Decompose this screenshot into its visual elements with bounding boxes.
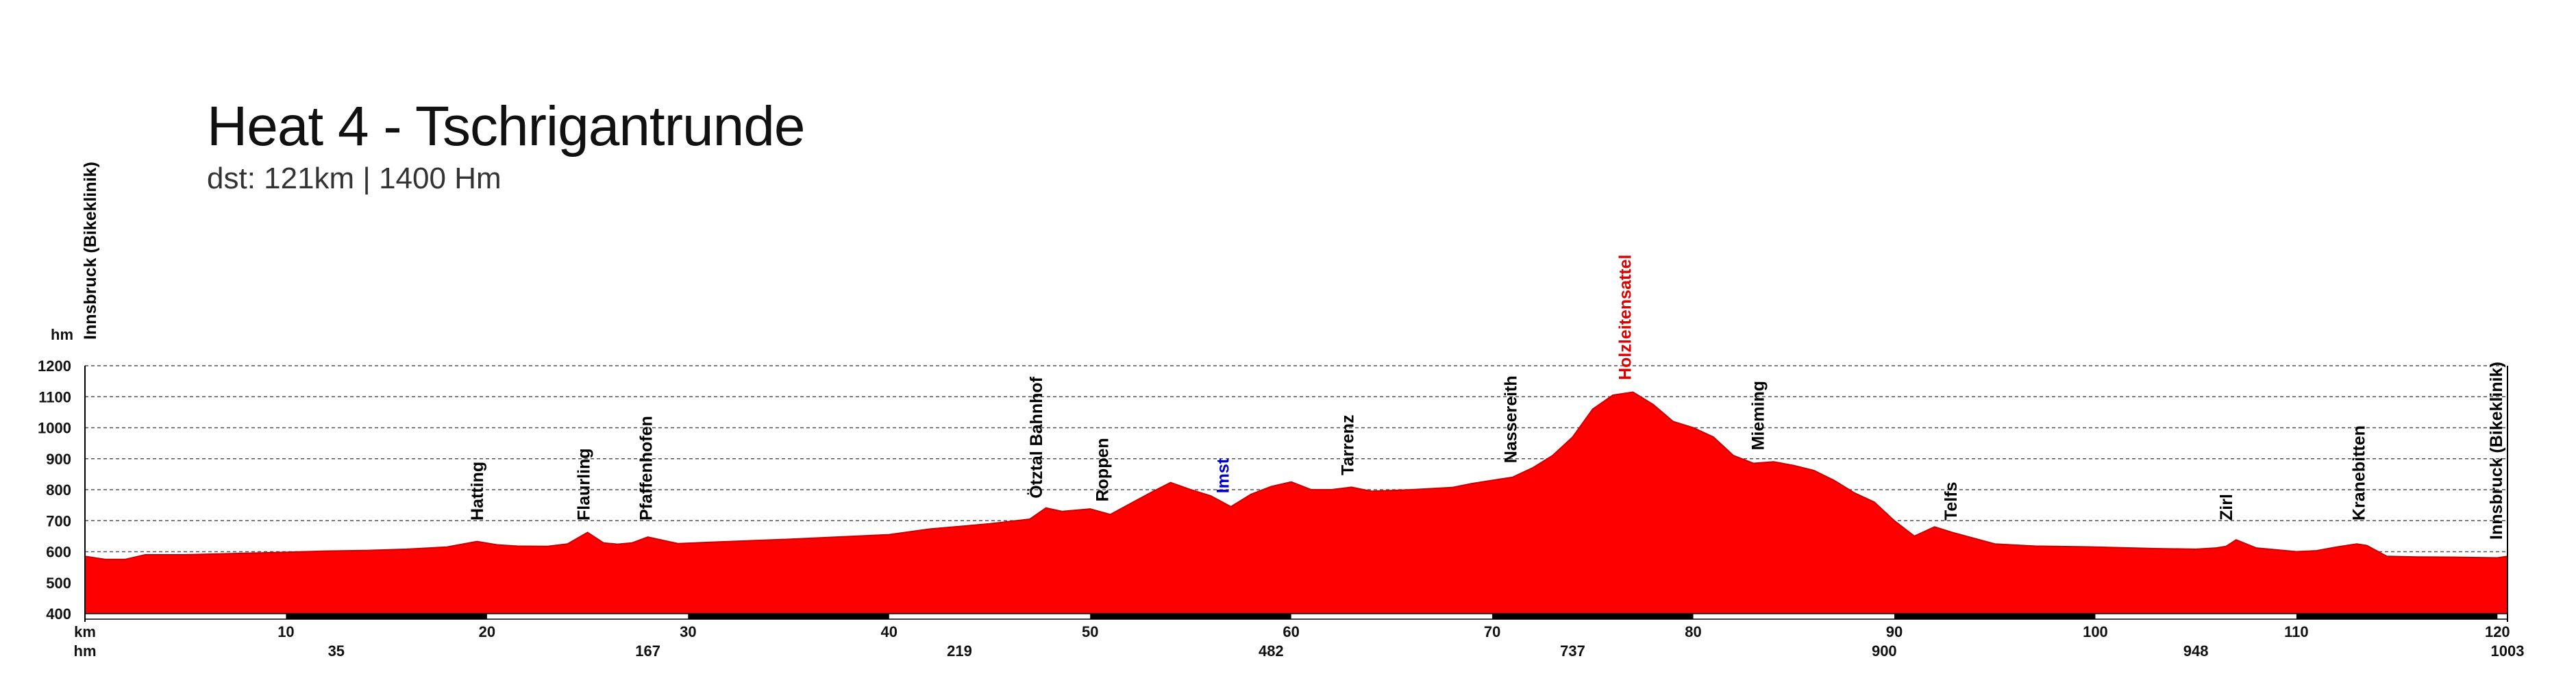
y-tick-label: 900 (46, 451, 71, 468)
y-tick-label: 1000 (38, 420, 71, 437)
gain-tick-label: 482 (1259, 642, 1284, 660)
x-axis-segment (1090, 614, 1291, 619)
y-tick-label: 600 (46, 544, 71, 561)
waypoint-label: Imst (1214, 458, 1233, 493)
waypoint-label: Zirl (2217, 494, 2236, 521)
y-tick-label: 400 (46, 605, 71, 623)
waypoint-label: Ötztal Bahnhof (1026, 376, 1046, 498)
x-axis-segment (688, 614, 889, 619)
x-tick-label: 120 (2485, 623, 2510, 640)
x-tick-label: 20 (479, 623, 495, 640)
x-axis-segment (2296, 614, 2498, 619)
gain-tick-label: 35 (328, 642, 345, 660)
waypoint-label: Flaurling (575, 448, 594, 521)
x-tick-label: 80 (1685, 623, 1701, 640)
waypoint-label: Roppen (1093, 438, 1113, 501)
waypoint-label: Nassereith (1501, 375, 1520, 463)
y-tick-label: 700 (46, 512, 71, 529)
gain-tick-label: 900 (1872, 642, 1897, 660)
x-tick-label: 60 (1283, 623, 1299, 640)
x-axis-segment (1894, 614, 2096, 619)
waypoint-label: Tarrenz (1339, 415, 1358, 475)
waypoint-label: Mieming (1748, 381, 1768, 450)
x-tick-label: 50 (1082, 623, 1098, 640)
x-axis-segment (1492, 614, 1694, 619)
x-tick-label: 110 (2284, 623, 2309, 640)
waypoint-label: Pfaffenhofen (637, 416, 656, 521)
x-tick-label: 70 (1484, 623, 1500, 640)
x-axis-label: km (74, 623, 96, 640)
x-tick-label: 100 (2083, 623, 2108, 640)
waypoint-label: Innsbruck (Bikeklinik) (2487, 362, 2506, 540)
waypoint-label: Kranebitten (2350, 425, 2369, 521)
waypoint-label: Hatting (468, 462, 487, 521)
gain-tick-label: 219 (947, 642, 972, 660)
y-tick-label: 1100 (38, 388, 71, 405)
y-tick-label: 800 (46, 481, 71, 499)
gain-axis-label: hm (74, 642, 97, 660)
x-tick-label: 90 (1886, 623, 1903, 640)
chart-subtitle: dst: 121km | 1400 Hm (207, 162, 501, 195)
waypoint-label: Telfs (1942, 482, 1961, 521)
gain-tick-label: 737 (1560, 642, 1585, 660)
x-tick-label: 10 (277, 623, 294, 640)
waypoint-label: Holzleitensattel (1616, 255, 1635, 380)
gain-tick-label: 1003 (2491, 642, 2525, 660)
elevation-area (84, 391, 2508, 614)
y-tick-label: 1200 (38, 358, 71, 375)
x-tick-label: 40 (881, 623, 897, 640)
y-axis-label: hm (51, 326, 73, 343)
x-axis-segment (286, 614, 487, 619)
y-tick-label: 500 (46, 575, 71, 592)
waypoint-label: Innsbruck (Bikeklinik) (81, 162, 100, 340)
gain-tick-label: 948 (2183, 642, 2209, 660)
gain-tick-label: 167 (635, 642, 660, 660)
x-tick-label: 30 (680, 623, 696, 640)
chart-title: Heat 4 - Tschrigantrunde (207, 95, 805, 158)
